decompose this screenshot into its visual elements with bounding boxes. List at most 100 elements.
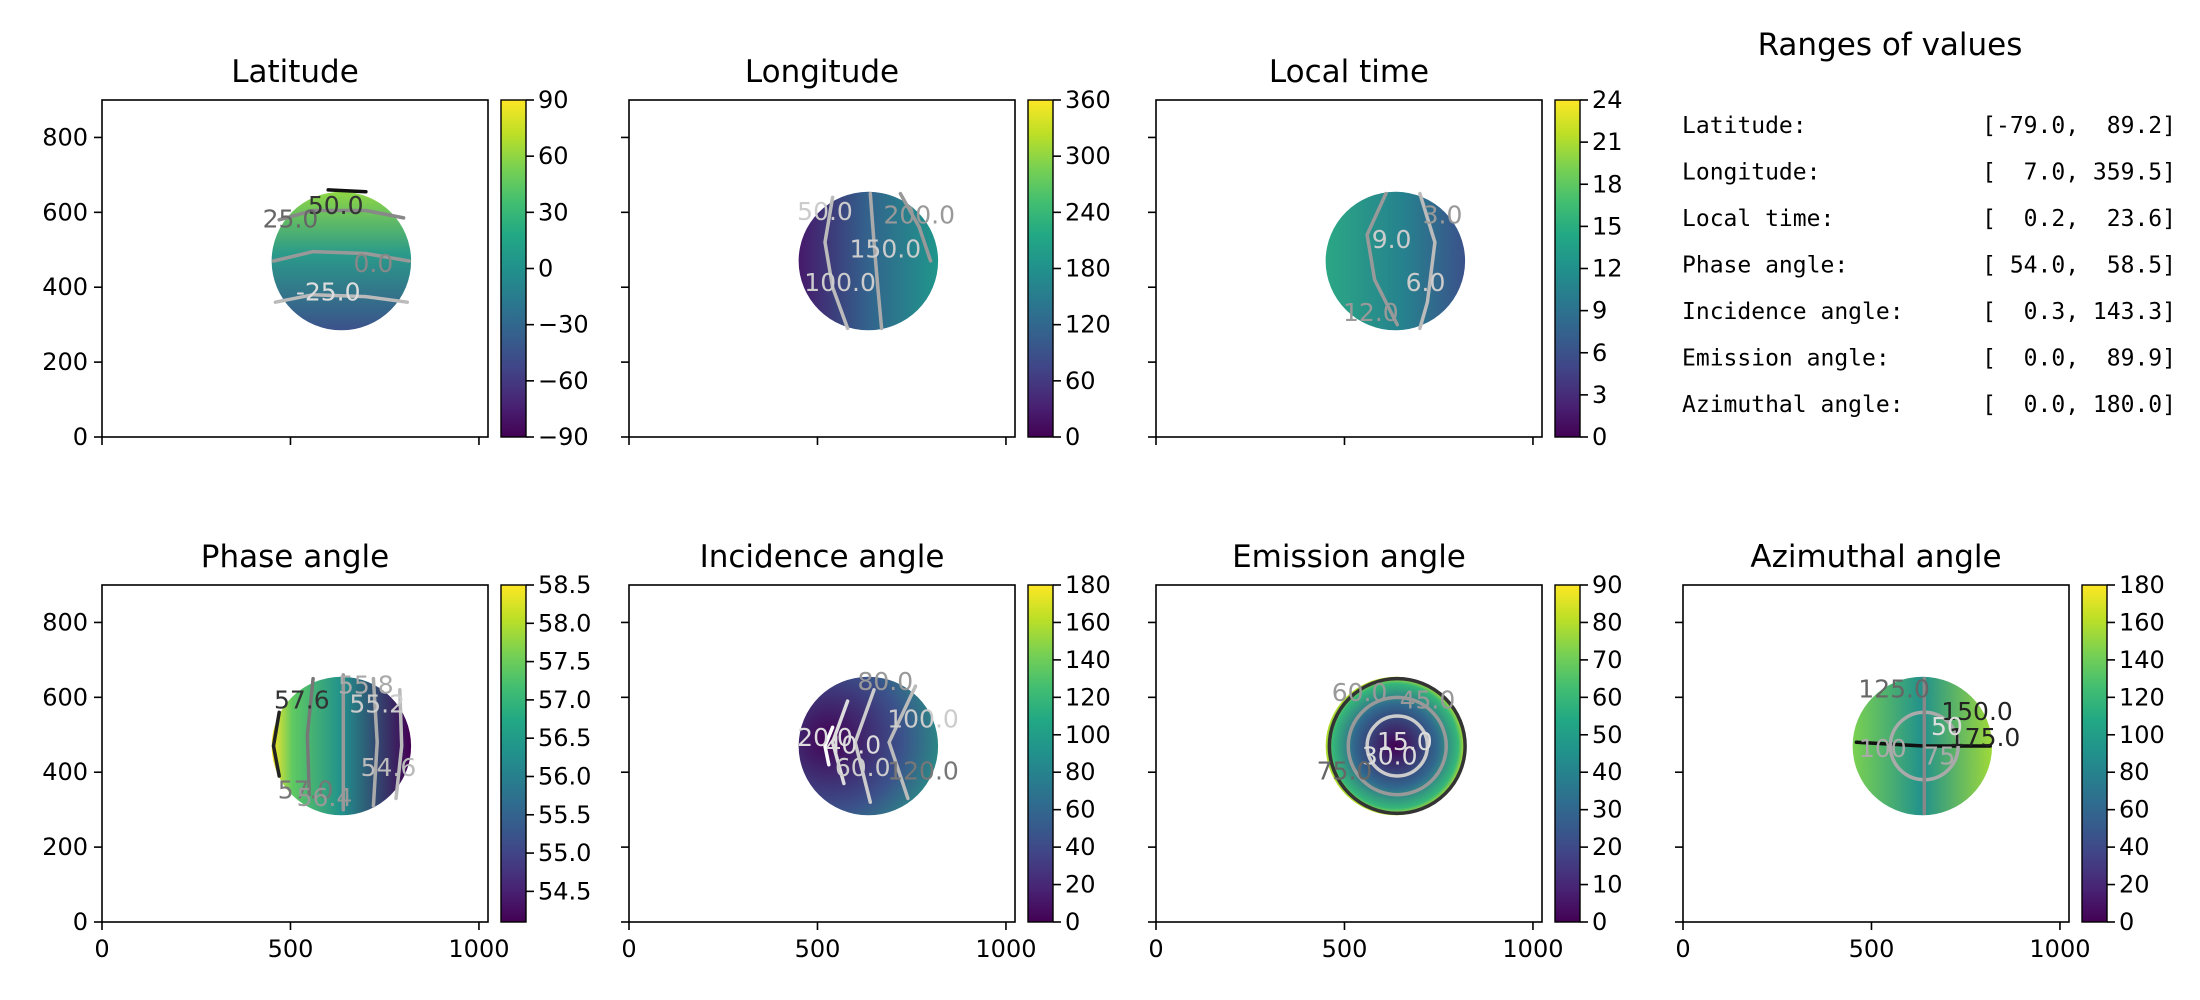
colorbar-tick-label: 120 [1065,683,1111,711]
colorbar-tick-label: 6 [1592,339,1607,367]
contour-label: 12.0 [1343,298,1399,327]
axes-frame [1155,584,1543,923]
colorbar [500,584,527,923]
axes-frame [101,99,489,438]
contour-label: 40.0 [825,731,881,760]
colorbar-tick-label: 90 [538,86,569,114]
colorbar-tick-label: −60 [538,367,589,395]
panel-latitude: Latitude50.025.00.0-25.00200400600800−90… [42,54,588,451]
ranges-row-value: [ 0.0, 180.0] [1982,392,2176,418]
colorbar-tick-label: 100 [1065,721,1111,749]
colorbar [1554,584,1581,923]
colorbar-tick-label: 60 [1065,367,1096,395]
y-tick-label: 200 [42,833,88,861]
colorbar-tick-label: 240 [1065,198,1111,226]
contour-line [887,684,918,801]
colorbar-tick-label: 40 [1065,833,1096,861]
ranges-row-label: Local time: [1682,206,1834,232]
contour-label: 45.0 [1400,686,1456,715]
colorbar-tick-label: 12 [1592,255,1623,283]
ranges-row-label: Incidence angle: [1682,299,1904,325]
contour-label: 175.0 [1949,723,2021,752]
contour-line [1327,676,1467,816]
panel-title: Emission angle [1232,539,1466,575]
colorbar-tick-label: 58.5 [538,571,591,599]
colorbar-tick-label: 120 [1065,311,1111,339]
x-tick-label: 0 [621,935,636,963]
contour-label: 100.0 [887,704,959,733]
contour-label: 6.0 [1406,268,1446,297]
ranges-row-value: [ 7.0, 359.5] [1982,160,2176,186]
y-tick-label: 600 [42,683,88,711]
colorbar-tick-label: 30 [1592,796,1623,824]
contour-line [823,195,850,331]
x-tick-label: 0 [1148,935,1163,963]
colorbar-tick-label: 55.5 [538,801,591,829]
colorbar [2081,584,2108,923]
ranges-row-label: Azimuthal angle: [1682,392,1904,418]
colorbar-tick-label: 140 [2119,646,2165,674]
x-tick-label: 0 [94,935,109,963]
contour-label: 25.0 [263,204,319,233]
colorbar-tick-label: 180 [1065,571,1111,599]
x-tick-label: 1000 [448,935,509,963]
panel-title: Incidence angle [700,539,945,575]
x-tick-label: 500 [268,935,314,963]
axes-frame [1682,584,2070,923]
colorbar-tick-label: 30 [538,198,569,226]
x-tick-label: 1000 [975,935,1036,963]
contour-label: 30.0 [1362,742,1418,771]
axes-frame [628,584,1016,923]
colorbar [1027,99,1054,438]
x-tick-label: 1000 [1502,935,1563,963]
y-tick-label: 400 [42,758,88,786]
ranges-row-label: Emission angle: [1682,346,1890,372]
colorbar-tick-label: 300 [1065,142,1111,170]
contour-line [394,688,404,801]
colorbar-tick-label: 90 [1592,571,1623,599]
colorbar-tick-label: 50 [1592,721,1623,749]
panel-title: Latitude [231,54,359,90]
colorbar-tick-label: −90 [538,423,589,451]
colorbar-tick-label: 56.0 [538,762,591,790]
colorbar [1554,99,1581,438]
contour-line [1365,714,1430,778]
colorbar-tick-label: 140 [1065,646,1111,674]
contour-label: 57.0 [278,775,334,804]
colorbar-tick-label: 60 [1065,796,1096,824]
panel-title: Longitude [745,54,899,90]
contour-line [868,191,884,331]
x-tick-label: 500 [1322,935,1368,963]
y-tick-label: 400 [42,273,88,301]
x-tick-label: 500 [1849,935,1895,963]
panel-title: Phase angle [201,539,389,575]
ranges-title: Ranges of values [1758,27,2023,63]
y-tick-label: 0 [73,423,88,451]
colorbar-tick-label: 360 [1065,86,1111,114]
colorbar-tick-label: 20 [1592,833,1623,861]
panel-local-time: Local time 9.0 6.012.0 3.0 0 3 6 9 12 15 18 21 24 [1148,54,1623,451]
colorbar-tick-label: 0 [1065,908,1080,936]
y-tick-label: 800 [42,123,88,151]
contour-line [273,292,410,304]
ranges-panel: Ranges of values Latitude: [-79.0, 89.2] L… [1682,27,2176,418]
y-tick-label: 0 [73,908,88,936]
colorbar-tick-label: 40 [1592,758,1623,786]
contour-line [1418,191,1437,331]
colorbar [1027,584,1054,923]
contour-label: 150.0 [1941,697,2013,726]
colorbar-tick-label: 56.5 [538,724,591,752]
colorbar-tick-label: 21 [1592,128,1623,156]
axes-frame [101,584,489,923]
contour-line [305,676,315,797]
axes-frame [1155,99,1543,438]
colorbar-tick-label: 40 [2119,833,2150,861]
y-tick-label: 600 [42,198,88,226]
colorbar-tick-label: 15 [1592,212,1623,240]
contour-label: 0.0 [354,249,394,278]
colorbar-tick-label: 24 [1592,86,1623,114]
colorbar [500,99,527,438]
colorbar-tick-label: 70 [1592,646,1623,674]
colorbar-tick-label: 80 [1065,758,1096,786]
